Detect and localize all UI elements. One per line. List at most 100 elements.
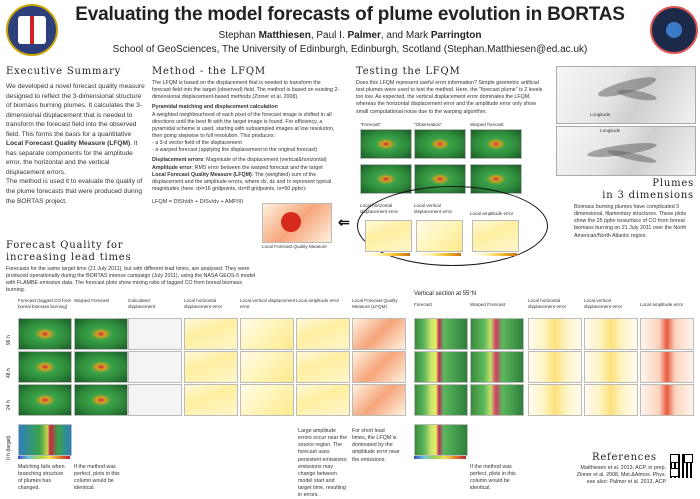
vertical-warped-map: [470, 351, 524, 383]
warped-map: [74, 351, 128, 383]
plumes-heading-2: in 3 dimensions: [602, 190, 694, 201]
plume-axis-top: Longitude: [590, 112, 611, 117]
row-label-0h: 0 h (target): [6, 435, 12, 460]
colorbar: [365, 253, 410, 256]
lfqm-map: [352, 318, 406, 350]
vertical-vertical-error-map: [584, 351, 638, 383]
err-label-horizontal: Local horizontal displacement error: [360, 203, 399, 214]
vertical-horizontal-error-map: [528, 384, 582, 416]
testing-text: Does this LFQM represent useful error in…: [356, 80, 543, 115]
plumes-heading-1: Plumes: [652, 178, 694, 189]
university-crest-icon: [6, 4, 58, 56]
colorbar: [18, 456, 70, 459]
bortas-mission-logo-icon: [650, 6, 698, 54]
err-label-amplitude: Local amplitude error: [470, 211, 514, 216]
test-label-observation: "Observation": [414, 122, 443, 127]
vertical-vertical-error-map: [584, 384, 638, 416]
test-label-warped: Warped forecast: [470, 122, 504, 127]
plume-3d-plot-top: [556, 66, 696, 124]
col-header-vertical: Local vertical displacement error: [240, 298, 296, 309]
note-amplitude-source: Large amplitude errors occur near the so…: [298, 428, 348, 499]
test-forecast-map: [360, 129, 412, 159]
forecast-quality-heading-2: increasing lead times: [6, 252, 132, 263]
col-header-amplitude: Local amplitude error: [296, 298, 340, 303]
col-header-forecast: Forecast (tagged CO from boreal biomass …: [18, 298, 72, 309]
vertical-forecast-map: [414, 318, 468, 350]
displacement-map: [128, 384, 182, 416]
amplitude-error-map: [296, 318, 350, 350]
vertical-error-map: [240, 318, 294, 350]
method-heading: Method - the LFQM: [152, 66, 266, 77]
double-arrow-left-icon: ⇐: [338, 214, 350, 230]
references-list: Matthiesen et al. 2013, ACP, in prep. Zi…: [576, 465, 666, 486]
authors: Stephan Matthiesen, Paul I. Palmer, and …: [218, 30, 482, 41]
vcol-header-warped: Warped Forecast: [470, 302, 506, 307]
note-matching-fails: Matching fails when branching structure …: [18, 464, 65, 492]
vertical-amplitude-error-map: [640, 318, 694, 350]
col-header-horizontal: Local horizontal displacement error: [184, 298, 223, 309]
test-label-forecast: "Forecast": [360, 122, 382, 127]
method-text: The LFQM is based on the displacement th…: [152, 80, 340, 206]
forecast-quality-heading-1: Forecast Quality for: [6, 240, 124, 251]
colorbar: [472, 253, 517, 256]
vcol-header-forecast: Forecast: [414, 302, 432, 307]
plume-3d-plot-bottom: [556, 126, 696, 176]
horizontal-error-map: [184, 351, 238, 383]
affiliation: School of GeoSciences, The University of…: [112, 44, 588, 55]
test-observation-map: [414, 129, 466, 159]
test-amplitude-error-map: [472, 220, 519, 252]
target-forecast-map: [18, 424, 72, 456]
executive-summary-text: We developed a novel forecast quality me…: [6, 83, 145, 205]
displacement-map: [128, 351, 182, 383]
references-heading: References: [592, 452, 657, 463]
testing-heading: Testing the LFQM: [356, 66, 461, 77]
forecast-quality-text: Forecasts for the same target time (21 J…: [6, 266, 256, 294]
vertical-warped-map: [470, 318, 524, 350]
lfqm-formula: LFQM = DISh/dh + DISv/dv + AMP/I0: [152, 199, 243, 206]
vertical-section-heading: Vertical section at 55°N: [414, 291, 477, 297]
warped-map: [74, 384, 128, 416]
vertical-target-map: [414, 424, 468, 456]
note-short-lead: For short lead times, the LFQM is domina…: [352, 428, 400, 463]
lfqm-test-map: [262, 203, 332, 243]
err-label-vertical: Local vertical displacement error: [414, 203, 453, 214]
colorbar: [416, 253, 461, 256]
vertical-amplitude-error-map: [640, 351, 694, 383]
horizontal-error-map: [184, 384, 238, 416]
horizontal-error-map: [184, 318, 238, 350]
poster-title: Evaluating the model forecasts of plume …: [75, 4, 625, 25]
vertical-vertical-error-map: [584, 318, 638, 350]
vertical-horizontal-error-map: [528, 318, 582, 350]
vertical-note-perfect: If the method was perfect, plots in this…: [470, 464, 516, 492]
forecast-map: [18, 384, 72, 416]
warped-map: [74, 318, 128, 350]
qr-code-icon: [670, 454, 694, 478]
row-label-96h: 96 h: [6, 335, 12, 345]
plumes-text: Biomass burning plumes have complicated …: [574, 204, 687, 239]
vertical-horizontal-error-map: [528, 351, 582, 383]
vcol-header-horizontal: Local horizontal displacement error: [528, 298, 567, 309]
forecast-map: [18, 351, 72, 383]
vertical-warped-map: [470, 384, 524, 416]
error-panels-ellipse: [357, 186, 548, 266]
test-horizontal-error-map: [365, 220, 412, 252]
lfqm-map: [352, 384, 406, 416]
vertical-error-map: [240, 384, 294, 416]
vcol-header-amplitude: Local amplitude error: [640, 302, 684, 307]
lfqm-map: [352, 351, 406, 383]
row-label-24h: 24 h: [6, 400, 12, 410]
vcol-header-vertical: Local vertical displacement error: [584, 298, 623, 309]
lfqm-test-label: Local Forecast Quality Measure: [262, 244, 327, 249]
colorbar: [414, 456, 466, 459]
note-perfect-method: If the method was perfect, plots in this…: [74, 464, 120, 492]
vertical-forecast-map: [414, 384, 468, 416]
test-vertical-error-map: [416, 220, 463, 252]
col-header-displacement: Calculated displacement: [128, 298, 156, 309]
test-forecast-map-2: [360, 164, 412, 194]
vertical-amplitude-error-map: [640, 384, 694, 416]
amplitude-error-map: [296, 384, 350, 416]
col-header-lfqm: Local Forecast Quality Measure (LFQM): [352, 298, 398, 309]
test-warped-map-2: [470, 164, 522, 194]
forecast-map: [18, 318, 72, 350]
row-label-48h: 48 h: [6, 368, 12, 378]
